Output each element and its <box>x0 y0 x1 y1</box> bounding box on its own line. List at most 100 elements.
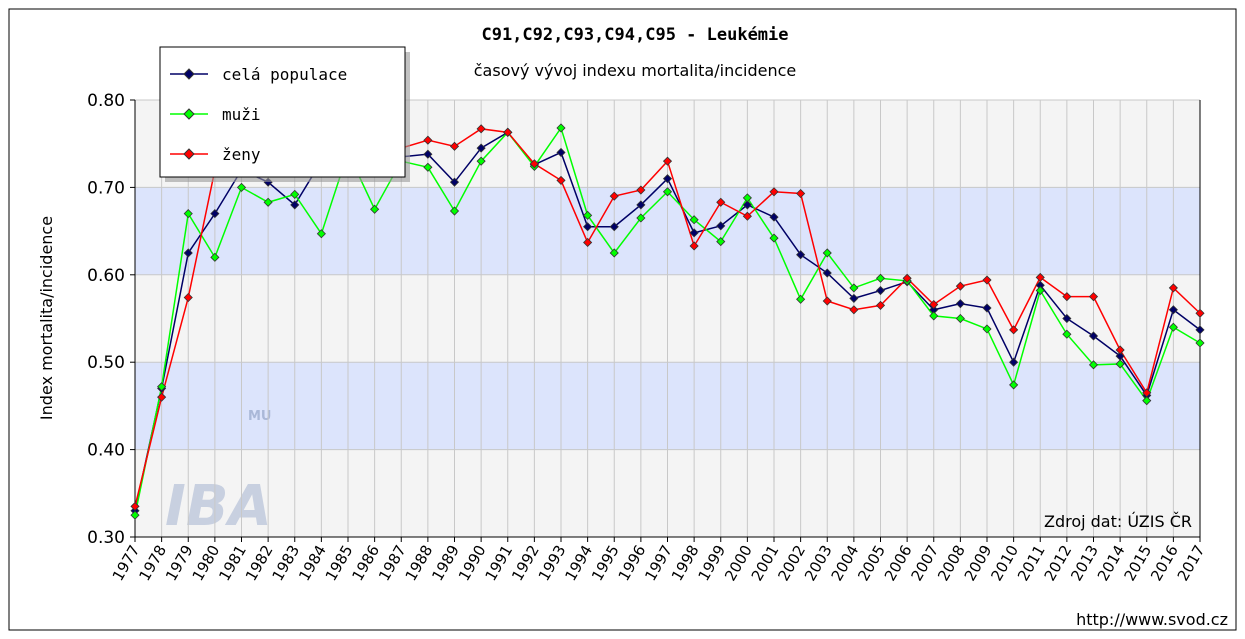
point <box>1168 305 1178 315</box>
chart-subtitle: časový vývoj indexu mortalita/incidence <box>474 61 796 80</box>
point <box>716 221 726 231</box>
point <box>716 237 726 247</box>
y-tick-label: 0.80 <box>87 91 125 111</box>
legend-marker <box>183 108 195 120</box>
point <box>449 177 460 187</box>
point <box>130 501 140 511</box>
point <box>1088 331 1099 341</box>
url: http://www.svod.cz <box>1076 610 1228 629</box>
point <box>316 229 326 239</box>
point <box>636 200 646 210</box>
point <box>290 200 300 210</box>
point <box>636 185 646 195</box>
point <box>982 324 992 334</box>
point <box>742 211 752 221</box>
point <box>875 300 886 310</box>
point <box>796 188 806 199</box>
point <box>583 237 593 248</box>
point <box>423 149 433 159</box>
point <box>476 156 486 166</box>
point <box>1115 345 1125 355</box>
point <box>1195 338 1205 348</box>
point <box>689 228 699 238</box>
y-tick-label: 0.60 <box>87 266 125 286</box>
point <box>662 156 673 166</box>
point <box>662 187 673 197</box>
y-tick-label: 0.40 <box>87 441 125 461</box>
y-axis-label: Index mortalita/incidence <box>37 216 56 420</box>
point <box>742 200 752 210</box>
legend-label: ženy <box>222 145 261 164</box>
point <box>210 252 220 262</box>
point <box>849 293 859 303</box>
legend <box>159 46 406 178</box>
point <box>796 294 806 304</box>
point <box>423 162 433 172</box>
point <box>955 281 965 291</box>
point <box>849 283 859 293</box>
point <box>449 206 460 216</box>
point <box>769 187 779 197</box>
chart-title: C91,C92,C93,C94,C95 - Leukémie <box>481 25 788 45</box>
point <box>1009 357 1019 367</box>
point <box>130 510 140 520</box>
point <box>822 296 832 306</box>
point <box>1088 292 1099 302</box>
point <box>636 213 646 223</box>
point <box>583 222 593 232</box>
watermark: IBA <box>165 474 272 539</box>
point <box>236 182 247 192</box>
point <box>742 193 752 203</box>
point <box>183 209 193 219</box>
point <box>609 222 619 232</box>
point <box>263 197 273 207</box>
watermark: MU <box>248 409 272 424</box>
point <box>210 209 220 219</box>
point <box>1195 308 1205 318</box>
point <box>1035 285 1045 296</box>
point <box>822 268 832 278</box>
point <box>982 303 992 313</box>
point <box>1062 329 1072 339</box>
point <box>929 299 939 310</box>
point <box>955 299 965 309</box>
point <box>1168 322 1178 332</box>
point <box>449 141 460 151</box>
point <box>769 212 779 222</box>
point <box>556 123 566 133</box>
point <box>476 124 486 134</box>
point <box>183 248 193 258</box>
point <box>1115 359 1125 369</box>
point <box>503 127 513 137</box>
point <box>290 189 300 199</box>
point <box>1142 396 1152 406</box>
point <box>902 273 912 283</box>
point <box>1088 360 1099 370</box>
legend-label: celá populace <box>222 65 347 84</box>
point <box>609 248 619 258</box>
point <box>370 204 380 214</box>
source: Zdroj dat: ÚZIS ČR <box>1044 512 1192 531</box>
point <box>157 382 167 392</box>
point <box>1195 325 1205 335</box>
y-tick-label: 0.30 <box>87 528 125 548</box>
point <box>556 147 566 158</box>
point <box>796 250 806 260</box>
point <box>716 197 726 207</box>
point <box>1168 283 1178 293</box>
point <box>1009 380 1019 390</box>
point <box>423 135 433 145</box>
point <box>556 175 566 185</box>
y-tick-label: 0.70 <box>87 178 125 198</box>
point <box>769 233 779 243</box>
point <box>1062 292 1072 302</box>
point <box>689 241 699 251</box>
point <box>529 159 539 169</box>
point <box>875 273 886 283</box>
point <box>609 191 619 201</box>
point <box>822 248 832 258</box>
point <box>183 292 193 303</box>
point <box>662 174 673 184</box>
point <box>1009 325 1019 335</box>
